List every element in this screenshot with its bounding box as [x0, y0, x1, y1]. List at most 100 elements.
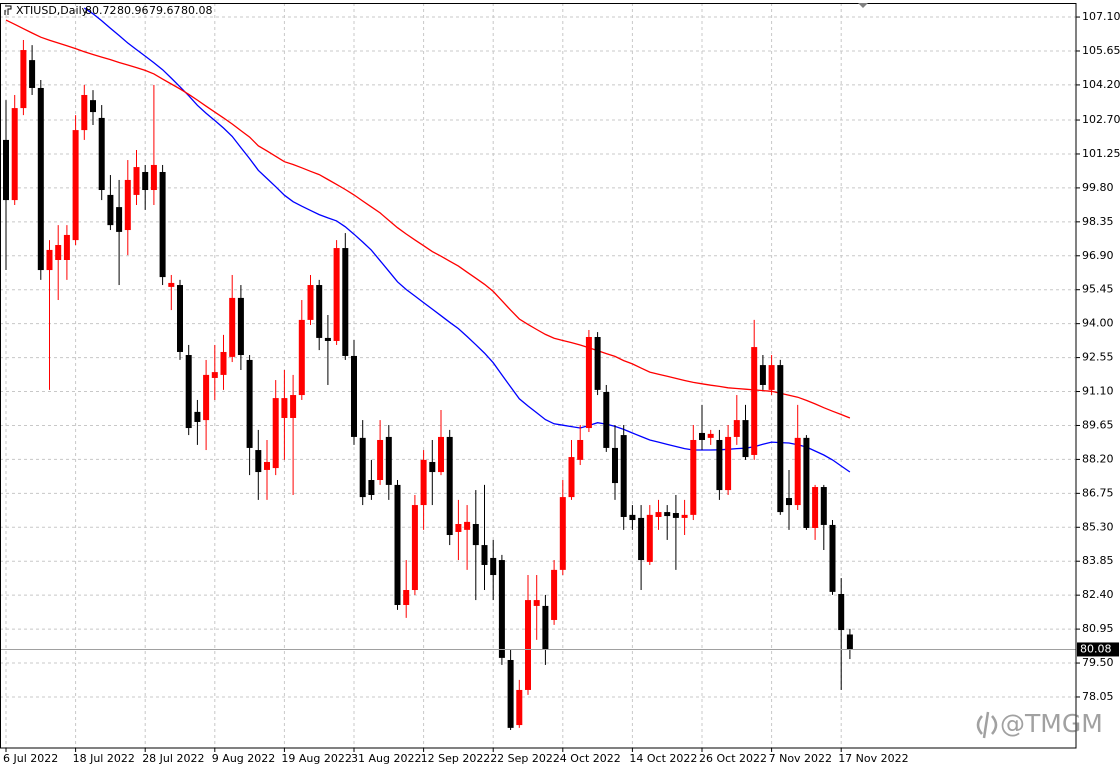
plot-area — [0, 7, 1076, 730]
candle-body — [194, 411, 201, 422]
watermark-logo — [976, 711, 998, 739]
candle-body — [786, 498, 792, 506]
candle-body — [716, 439, 723, 491]
candle-body — [829, 524, 836, 592]
candle-body — [385, 436, 392, 485]
y-tick-label: 78.05 — [1082, 690, 1114, 703]
candle-body — [490, 557, 497, 576]
candle-body — [464, 521, 471, 530]
candle-body — [237, 297, 244, 356]
x-tick-label: 22 Sep 2022 — [490, 752, 560, 765]
shift-marker — [858, 3, 868, 8]
price-label: 80.08 — [1080, 642, 1112, 655]
candle-body — [516, 689, 523, 726]
candle-body — [690, 439, 697, 515]
candle-body — [11, 108, 18, 201]
candle-body — [159, 171, 166, 278]
candle-body — [203, 374, 210, 421]
y-tick-label: 79.50 — [1082, 656, 1114, 669]
y-tick-label: 86.75 — [1082, 486, 1114, 499]
candle-body — [672, 513, 679, 518]
symbol-label: XTIUSD,Daily — [16, 4, 89, 17]
candle-body — [185, 355, 192, 429]
x-tick-label: 19 Aug 2022 — [281, 752, 351, 765]
candle-body — [324, 337, 331, 341]
x-tick-label: 9 Aug 2022 — [212, 752, 275, 765]
candle-body — [777, 365, 784, 513]
x-tick-label: 14 Oct 2022 — [629, 752, 697, 765]
candle-body — [150, 164, 157, 191]
candle-body — [411, 505, 418, 591]
candle-body — [116, 207, 123, 232]
candle-body — [751, 347, 758, 455]
x-tick-label: 28 Jul 2022 — [142, 752, 204, 765]
candle-body — [20, 50, 27, 109]
x-tick-label: 4 Oct 2022 — [560, 752, 621, 765]
candle-body — [733, 420, 740, 437]
candle-body — [342, 248, 349, 356]
candle-body — [559, 497, 566, 570]
x-tick-label: 6 Jul 2022 — [3, 752, 58, 765]
candle-body — [55, 245, 62, 260]
y-tick-label: 92.55 — [1082, 351, 1114, 364]
candle-body — [646, 514, 653, 562]
candle-body — [455, 524, 462, 532]
candle-body — [229, 297, 236, 357]
candle-body — [525, 600, 531, 690]
candle-body — [307, 285, 314, 320]
x-tick-label: 17 Nov 2022 — [838, 752, 908, 765]
y-tick-label: 101.25 — [1082, 147, 1120, 160]
candle-body — [612, 447, 618, 484]
candle-body — [820, 487, 827, 525]
y-tick-label: 99.80 — [1082, 181, 1114, 194]
candle-body — [63, 234, 70, 260]
candle-body — [629, 514, 636, 521]
candle-body — [481, 545, 488, 565]
y-tick-label: 107.10 — [1082, 10, 1120, 23]
header-high: 80.96 — [117, 4, 149, 17]
candle-body — [107, 194, 114, 226]
grid — [0, 3, 1076, 748]
y-tick-label: 83.85 — [1082, 554, 1114, 567]
symbol-icon — [4, 5, 12, 15]
header-close: 80.08 — [181, 4, 213, 17]
watermark: @TMGM — [976, 709, 1103, 739]
candle-body — [725, 436, 732, 491]
candle-body — [377, 439, 384, 481]
y-tick-label: 104.20 — [1082, 78, 1120, 91]
candle-body — [316, 285, 323, 338]
candle-body — [98, 117, 105, 191]
y-tick-label: 94.00 — [1082, 317, 1114, 330]
candle-body — [638, 517, 645, 561]
candle-body — [803, 437, 810, 528]
candle-body — [438, 436, 444, 473]
candle-body — [603, 392, 610, 448]
candle-body — [429, 461, 436, 473]
header-low: 79.67 — [149, 4, 181, 17]
candle-body — [446, 436, 453, 536]
candle-body — [272, 398, 279, 469]
candle-body — [3, 139, 9, 201]
price-label-box — [1077, 642, 1119, 657]
candle-body — [72, 130, 79, 241]
candle-body — [759, 365, 766, 385]
candle-body — [794, 437, 801, 506]
candle-body — [264, 461, 270, 470]
candle-body — [507, 659, 514, 728]
candle-body — [351, 355, 357, 437]
y-tick-label: 98.35 — [1082, 215, 1114, 228]
candle-body — [846, 634, 853, 650]
candle-body — [681, 514, 688, 518]
candle-body — [594, 336, 601, 390]
watermark-text: @TMGM — [1000, 709, 1103, 738]
y-tick-label: 85.30 — [1082, 520, 1114, 533]
y-tick-label: 96.90 — [1082, 249, 1114, 262]
x-tick-label: 18 Jul 2022 — [73, 752, 135, 765]
candle-body — [220, 351, 227, 375]
overlay-line — [5, 19, 851, 419]
candle-body — [568, 457, 575, 498]
candle-body — [838, 593, 845, 631]
candle-body — [812, 487, 819, 528]
